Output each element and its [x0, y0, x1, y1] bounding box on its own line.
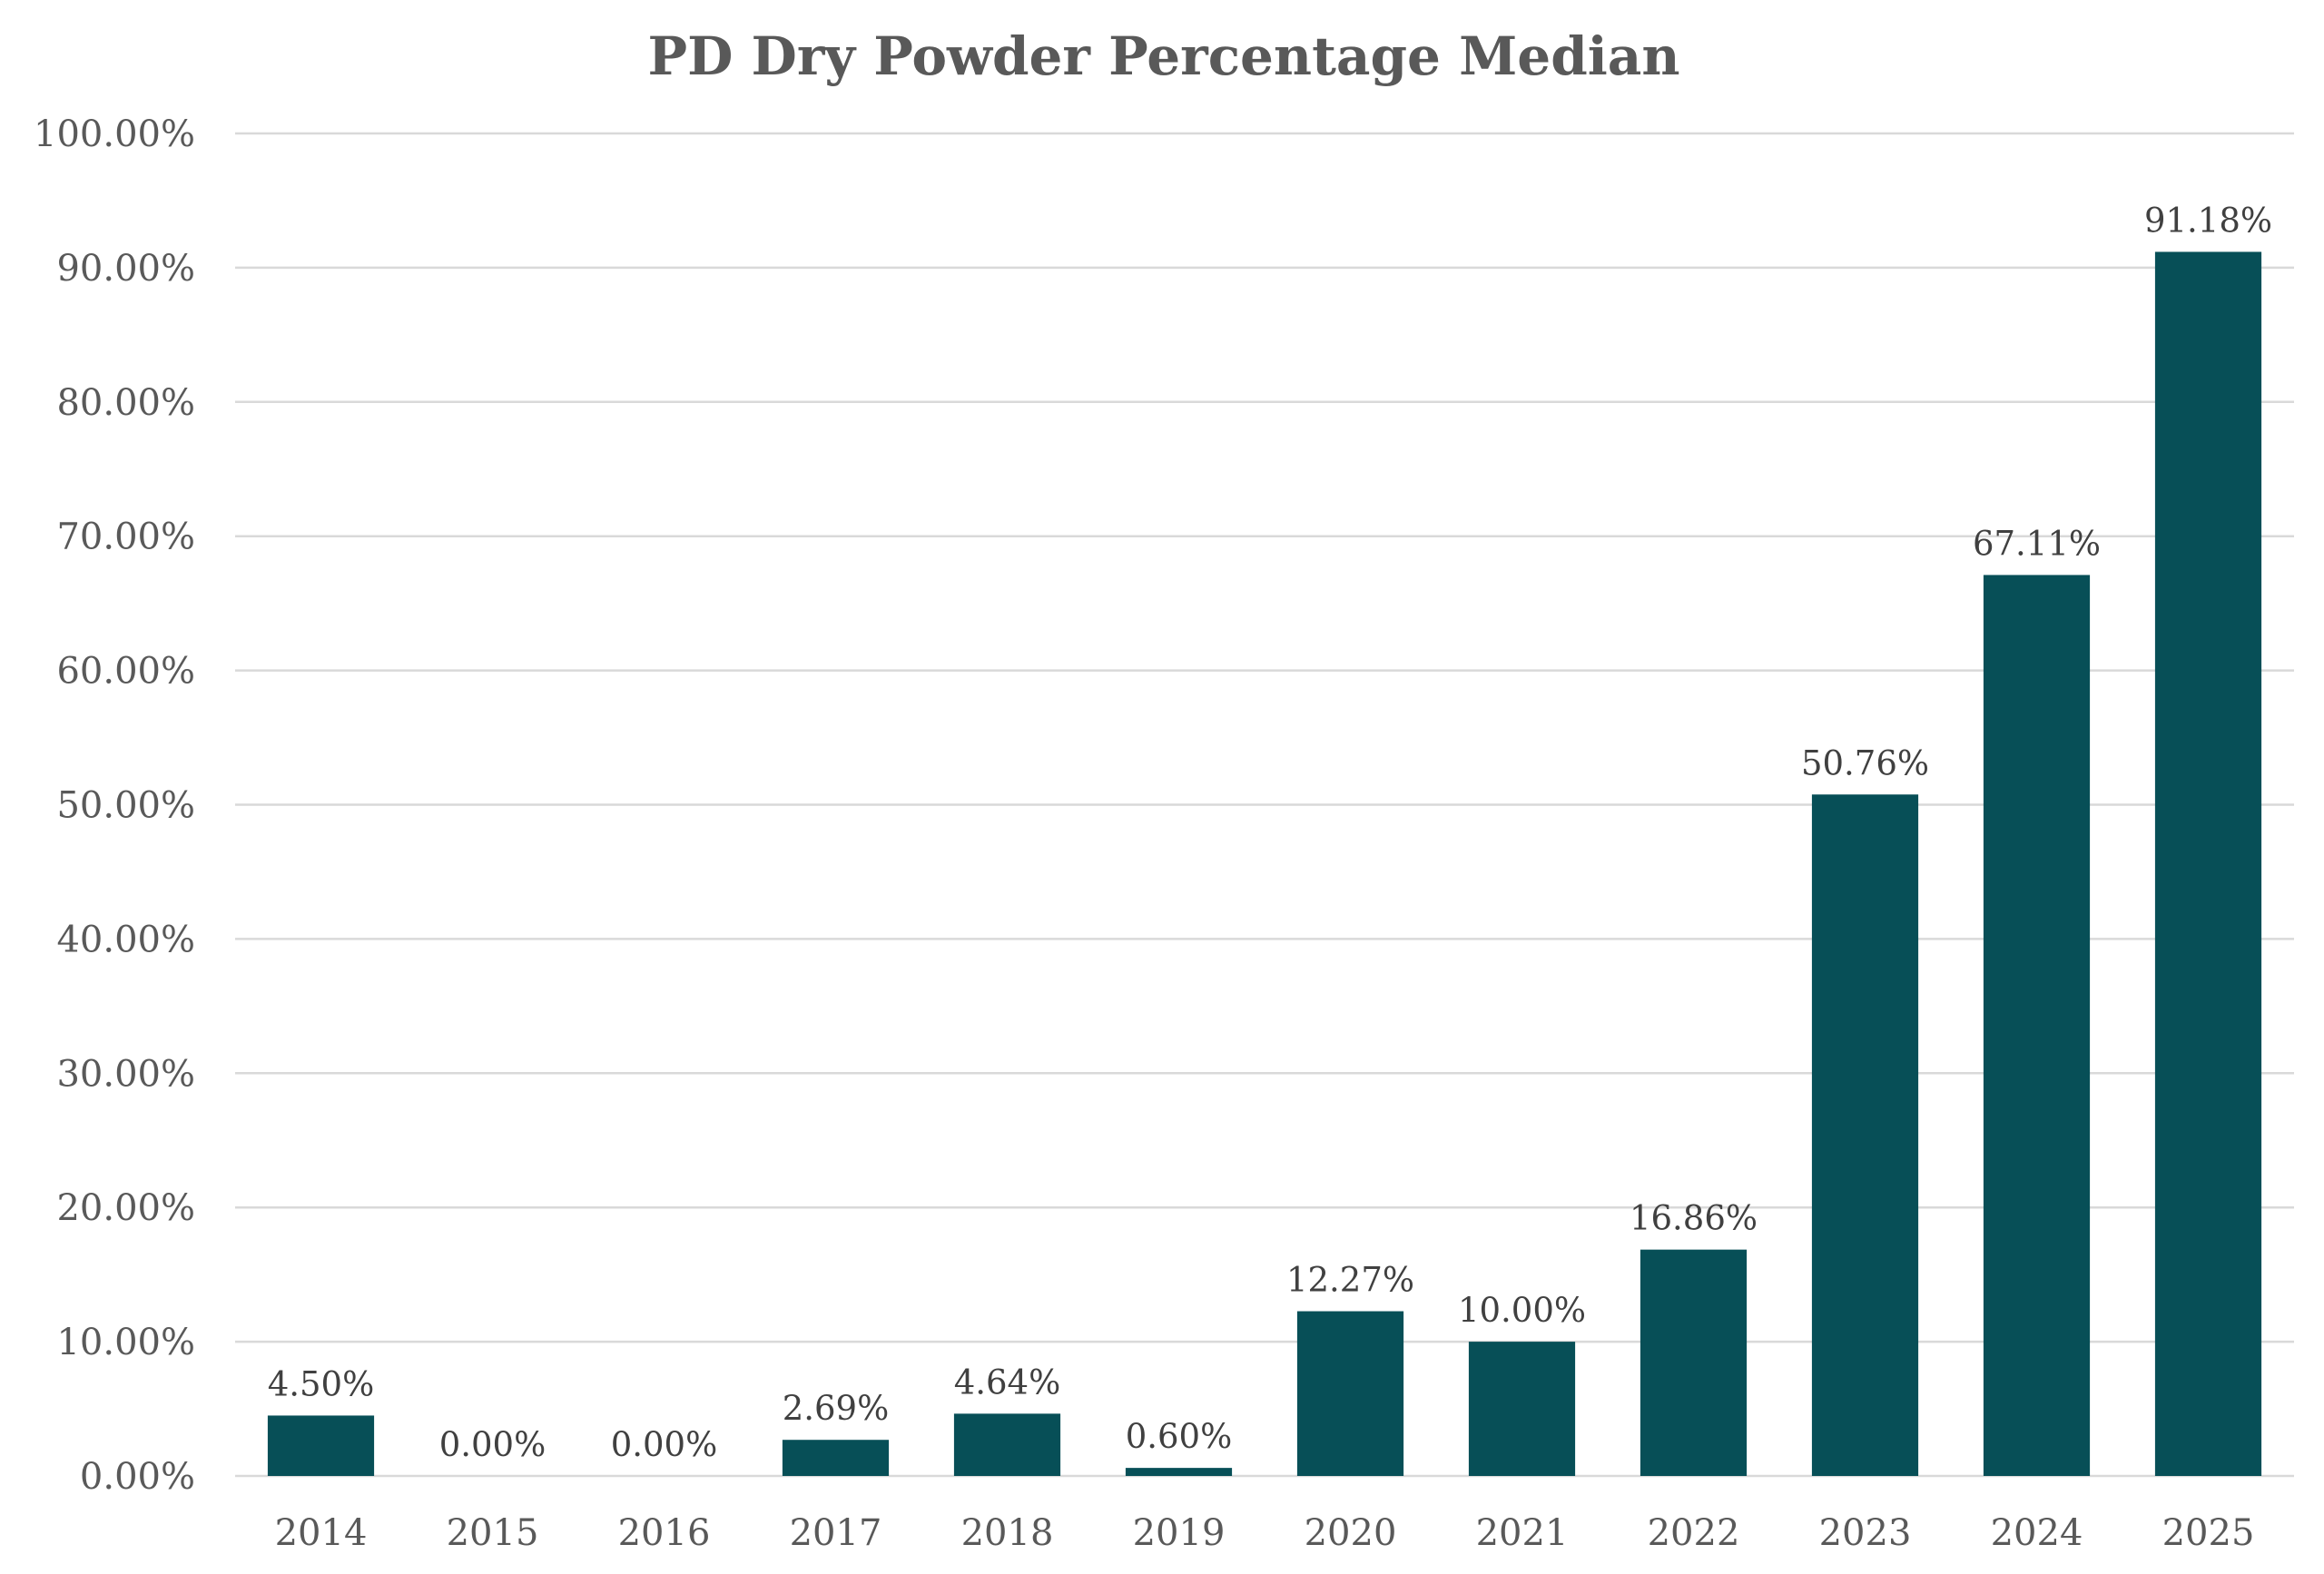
y-tick-label: 50.00%: [56, 785, 195, 827]
y-tick-label: 60.00%: [56, 651, 195, 693]
x-tick-label: 2024: [1991, 1512, 2083, 1554]
x-tick-label: 2016: [618, 1512, 711, 1554]
data-label: 0.00%: [439, 1425, 547, 1464]
x-tick-label: 2015: [447, 1512, 539, 1554]
x-tick-label: 2025: [2162, 1512, 2255, 1554]
bars: [267, 251, 2262, 1477]
x-tick-label: 2014: [275, 1512, 368, 1554]
data-labels: 4.50% 0.00% 0.00% 2.69% 4.64% 0.60% 12.27% 10.0…: [268, 201, 2272, 1464]
bar-2021: [1468, 1342, 1576, 1476]
bar-2023: [1811, 794, 1919, 1476]
y-tick-label: 0.00%: [80, 1456, 195, 1498]
bar-2018: [953, 1413, 1061, 1476]
x-tick-label: 2018: [961, 1512, 1054, 1554]
chart-title: PD Dry Powder Percentage Median: [647, 25, 1679, 87]
y-tick-label: 30.00%: [56, 1053, 195, 1095]
data-label: 50.76%: [1801, 743, 1929, 782]
x-axis: 2014 2015 2016 2017 2018 2019 2020 2021 2022 2023…: [275, 1512, 2255, 1554]
gridlines: [235, 132, 2294, 1478]
bar-2017: [782, 1440, 890, 1476]
y-tick-label: 90.00%: [56, 248, 195, 290]
data-label: 91.18%: [2144, 201, 2272, 240]
y-tick-label: 20.00%: [56, 1187, 195, 1229]
bar-2025: [2154, 251, 2262, 1477]
data-label: 12.27%: [1286, 1261, 1414, 1300]
y-tick-label: 100.00%: [34, 113, 195, 155]
y-tick-label: 10.00%: [56, 1322, 195, 1363]
data-label: 4.50%: [268, 1364, 375, 1403]
y-axis: 0.00% 10.00% 20.00% 30.00% 40.00% 50.00% 60.00…: [34, 113, 195, 1498]
data-label: 0.60%: [1126, 1417, 1233, 1456]
bar-2014: [267, 1415, 375, 1476]
data-label: 4.64%: [954, 1362, 1061, 1402]
data-label: 2.69%: [783, 1389, 890, 1428]
x-tick-label: 2020: [1305, 1512, 1397, 1554]
x-tick-label: 2021: [1476, 1512, 1569, 1554]
data-label: 16.86%: [1630, 1199, 1758, 1238]
bar-2020: [1296, 1311, 1404, 1476]
data-label: 10.00%: [1458, 1291, 1586, 1330]
x-tick-label: 2017: [790, 1512, 882, 1554]
x-tick-label: 2023: [1819, 1512, 1912, 1554]
x-tick-label: 2022: [1648, 1512, 1740, 1554]
bar-2019: [1125, 1468, 1233, 1476]
x-tick-label: 2019: [1133, 1512, 1226, 1554]
y-tick-label: 80.00%: [56, 382, 195, 424]
bar-2022: [1640, 1249, 1748, 1476]
y-tick-label: 40.00%: [56, 919, 195, 960]
y-tick-label: 70.00%: [56, 516, 195, 558]
data-label: 0.00%: [611, 1425, 718, 1464]
bar-2024: [1983, 575, 2091, 1476]
data-label: 67.11%: [1973, 524, 2101, 563]
